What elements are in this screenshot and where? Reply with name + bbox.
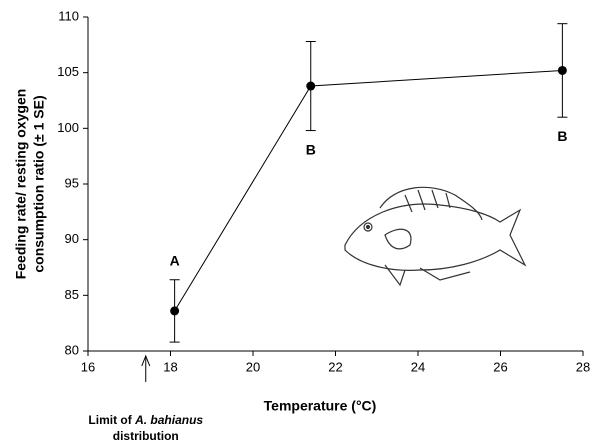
y-tick-label: 80 — [65, 342, 79, 357]
x-axis-title: Temperature (°C) — [264, 398, 377, 414]
limit-arrowhead — [141, 354, 151, 367]
y-tick-label: 100 — [57, 120, 79, 135]
y-axis-title: Feeding rate/ resting oxygen consumption… — [13, 89, 47, 280]
x-tick-label: 16 — [81, 359, 95, 374]
data-point — [557, 65, 567, 75]
limit-label-line: distribution — [113, 429, 179, 443]
point-label: B — [306, 141, 316, 157]
x-tick-label: 22 — [328, 359, 342, 374]
y-tick-label: 110 — [58, 8, 79, 23]
x-tick-label: 28 — [576, 359, 590, 374]
data-point — [170, 306, 180, 316]
y-tick-label: 85 — [65, 287, 79, 302]
point-label: B — [557, 128, 567, 144]
data-line — [174, 69, 563, 312]
y-tick-label: 95 — [65, 175, 79, 190]
limit-label: Limit of A. bahianus — [88, 413, 203, 427]
y-tick-label: 90 — [65, 231, 79, 246]
fish-illustration — [344, 186, 527, 287]
point-label: A — [170, 252, 180, 268]
y-axis-title-line: Feeding rate/ resting oxygen — [13, 89, 29, 280]
y-tick-label: 105 — [57, 64, 79, 79]
limit-label-part: A. bahianus — [134, 413, 203, 427]
x-tick-label: 20 — [246, 359, 260, 374]
limit-label-part: Limit of — [88, 413, 135, 427]
y-axis-title-line: consumption ratio (± 1 SE) — [31, 95, 47, 272]
data-point — [306, 81, 316, 91]
x-tick-label: 24 — [411, 359, 425, 374]
x-tick-label: 18 — [163, 359, 177, 374]
x-tick-label: 26 — [493, 359, 507, 374]
